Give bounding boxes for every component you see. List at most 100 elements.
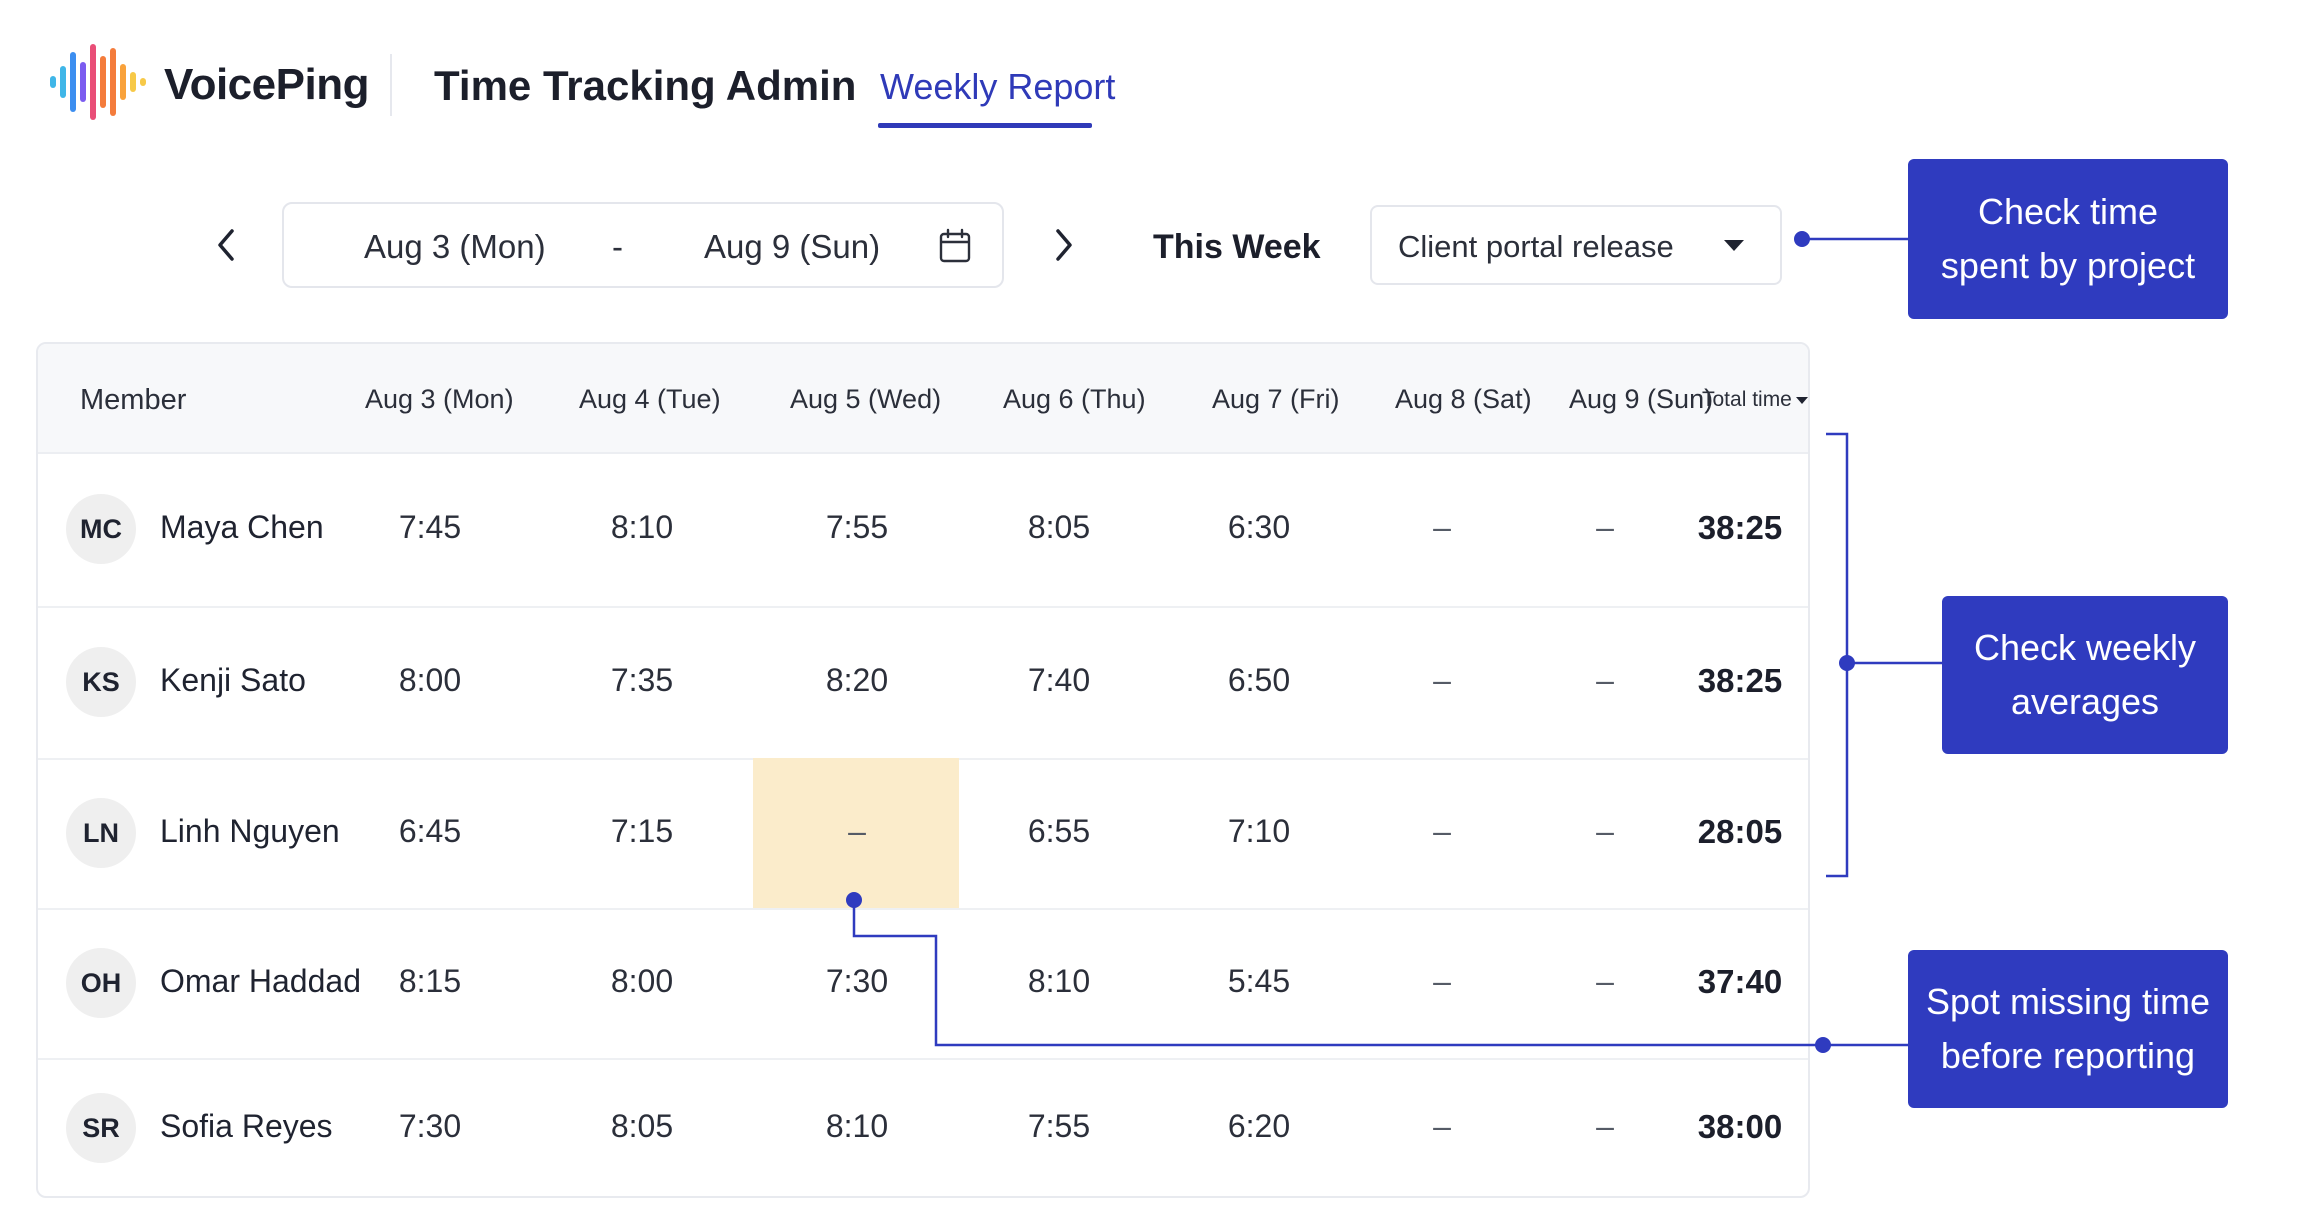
column-header-day: Aug 5 (Wed) (790, 384, 942, 414)
column-header-member: Member (80, 384, 187, 416)
day-time-cell: 8:00 (398, 662, 462, 698)
day-time-cell: 6:30 (1227, 509, 1291, 545)
member-name: Kenji Sato (160, 662, 306, 698)
table-header-row: Member Aug 3 (Mon) Aug 4 (Tue) Aug 5 (We… (38, 344, 1808, 454)
previous-week-button[interactable] (205, 223, 249, 267)
app-header: VoicePing Time Tracking Admin Weekly Rep… (0, 0, 2324, 150)
table-row[interactable]: LN Linh Nguyen 6:45 7:15 – 6:55 7:10 – – 28:05 (38, 758, 1808, 910)
avatar: SR (66, 1093, 136, 1163)
callout-line: Spot missing time (1925, 981, 2211, 1022)
table-row[interactable]: OH Omar Haddad 8:15 8:00 7:30 8:10 5:45 – – 37:40 (38, 908, 1808, 1060)
avatar: LN (66, 798, 136, 868)
day-time-cell: – (1433, 963, 1451, 999)
column-header-day: Aug 6 (Thu) (1003, 384, 1146, 414)
day-time-cell: 6:45 (398, 813, 462, 849)
project-select[interactable]: Client portal release (1370, 205, 1782, 285)
member-name: Linh Nguyen (160, 813, 340, 849)
total-time-cell: 38:25 (1697, 509, 1783, 546)
day-time-cell: 6:20 (1227, 1108, 1291, 1144)
total-time-cell: 38:00 (1697, 1108, 1783, 1145)
total-time-cell: 28:05 (1697, 813, 1783, 850)
day-time-cell: 8:00 (610, 963, 674, 999)
avatar: OH (66, 948, 136, 1018)
tab-weekly-report[interactable]: Weekly Report (880, 66, 1116, 107)
day-time-cell: 8:10 (1027, 963, 1091, 999)
day-time-cell: – (1596, 662, 1614, 698)
brand-name: VoicePing (164, 60, 369, 109)
next-week-button[interactable] (1041, 223, 1085, 267)
day-time-cell: – (1596, 1108, 1614, 1144)
total-time-label: Total time (1702, 388, 1792, 411)
voiceping-logo-icon (48, 42, 148, 122)
date-range-separator: - (612, 228, 623, 265)
day-time-cell: 7:55 (825, 509, 889, 545)
day-time-cell: 8:20 (825, 662, 889, 698)
column-header-total-time[interactable]: Total time (1702, 388, 1808, 412)
day-time-cell: 8:05 (1027, 509, 1091, 545)
total-time-cell: 38:25 (1697, 662, 1783, 699)
day-time-cell: – (1433, 509, 1451, 545)
this-week-button[interactable]: This Week (1153, 228, 1321, 266)
weekly-report-table: Member Aug 3 (Mon) Aug 4 (Tue) Aug 5 (We… (36, 342, 1810, 1198)
day-time-cell: 7:55 (1027, 1108, 1091, 1144)
day-time-cell: 5:45 (1227, 963, 1291, 999)
app-title: Time Tracking Admin (434, 62, 857, 109)
callout-check-project-time: Check time spent by project (1908, 159, 2228, 319)
day-time-cell: – (1596, 813, 1614, 849)
avatar: MC (66, 494, 136, 564)
day-time-cell: 7:30 (398, 1108, 462, 1144)
callout-line: before reporting (1940, 1035, 2196, 1076)
avatar: KS (66, 647, 136, 717)
day-time-cell: 7:40 (1027, 662, 1091, 698)
connector-dot (1794, 231, 1810, 247)
member-name: Sofia Reyes (160, 1108, 333, 1144)
date-range-picker[interactable]: Aug 3 (Mon) - Aug 9 (Sun) (282, 202, 1004, 288)
day-time-cell: 7:35 (610, 662, 674, 698)
date-range-start: Aug 3 (Mon) (364, 228, 546, 265)
sort-caret-icon (1795, 396, 1808, 404)
day-time-cell: – (1596, 509, 1614, 545)
calendar-icon[interactable] (938, 228, 972, 264)
total-time-cell: 37:40 (1697, 963, 1783, 1000)
day-time-cell: 7:10 (1227, 813, 1291, 849)
day-time-cell: 6:55 (1027, 813, 1091, 849)
day-time-cell: – (848, 813, 866, 849)
callout-line: Check weekly (1973, 627, 2197, 668)
table-row[interactable]: MC Maya Chen 7:45 8:10 7:55 8:05 6:30 – – 38:25 (38, 452, 1808, 608)
table-row[interactable]: KS Kenji Sato 8:00 7:35 8:20 7:40 6:50 – – 38:25 (38, 606, 1808, 760)
day-time-cell: – (1433, 662, 1451, 698)
active-tab-indicator (878, 123, 1092, 128)
table-row[interactable]: SR Sofia Reyes 7:30 8:05 8:10 7:55 6:20 – – 38:00 (38, 1058, 1808, 1196)
day-time-cell: 8:10 (825, 1108, 889, 1144)
date-range-end: Aug 9 (Sun) (704, 228, 881, 265)
day-time-cell: 8:10 (610, 509, 674, 545)
day-time-cell: – (1433, 1108, 1451, 1144)
day-time-cell: 6:50 (1227, 662, 1291, 698)
callout-spot-missing-time: Spot missing time before reporting (1908, 950, 2228, 1108)
connector-dot (1815, 1037, 1831, 1053)
column-header-day: Aug 3 (Mon) (365, 384, 514, 414)
chevron-right-icon (1056, 229, 1072, 261)
day-time-cell: – (1433, 813, 1451, 849)
project-select-value: Client portal release (1398, 229, 1674, 264)
connector-dot (1839, 655, 1855, 671)
day-time-cell: 8:15 (398, 963, 462, 999)
chevron-left-icon (218, 229, 234, 261)
column-header-day: Aug 8 (Sat) (1395, 384, 1532, 414)
day-time-cell: 7:45 (398, 509, 462, 545)
callout-line: averages (2010, 681, 2160, 722)
callout-line: Check time (1977, 191, 2159, 232)
member-name: Omar Haddad (160, 963, 361, 999)
callout-check-weekly-averages: Check weekly averages (1942, 596, 2228, 754)
day-time-cell: 8:05 (610, 1108, 674, 1144)
day-time-cell: 7:15 (610, 813, 674, 849)
day-time-cell: 7:30 (825, 963, 889, 999)
column-header-day: Aug 4 (Tue) (579, 384, 721, 414)
member-name: Maya Chen (160, 509, 324, 545)
column-header-day: Aug 7 (Fri) (1212, 384, 1340, 414)
missing-time-highlight (753, 758, 959, 908)
header-divider (390, 54, 392, 116)
callout-line: spent by project (1940, 245, 2196, 286)
rows-bracket (1826, 432, 1849, 878)
caret-down-icon (1724, 240, 1744, 251)
